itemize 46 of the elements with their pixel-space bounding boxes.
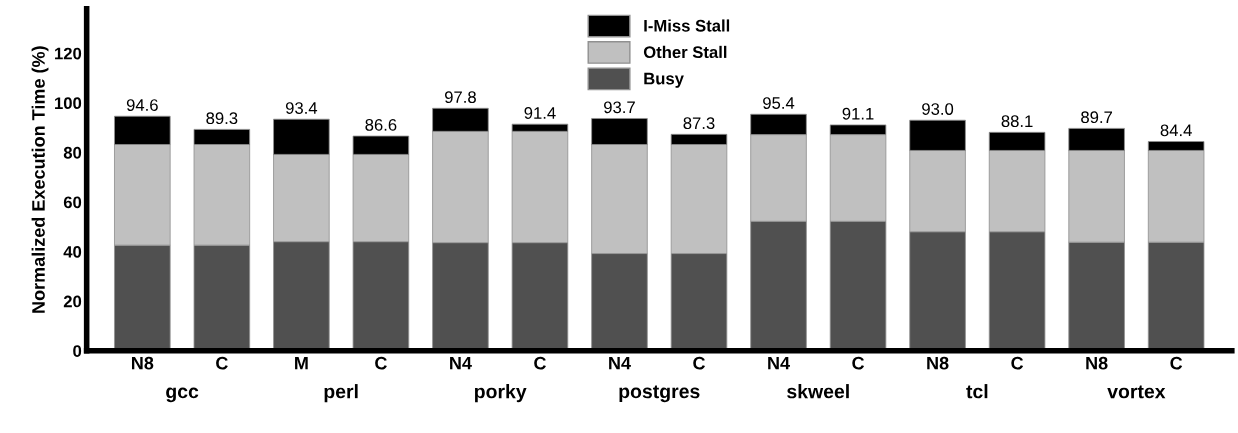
x-tick-label: C [693,356,706,370]
x-tick-label: C [216,356,228,370]
y-tick-label: 20 [63,295,82,308]
text: gcc [166,387,199,403]
total-label: 94.6 [126,99,158,111]
total-label: 84.4 [1160,124,1192,137]
x-tick-label: C [852,356,865,370]
total-label: 95.4 [763,97,795,109]
y-tick-label: 80 [63,146,82,159]
total-label: 87.3 [683,117,715,130]
text: porky [475,384,527,403]
total-label: 89.3 [206,112,238,125]
total-label: 93.0 [922,103,954,115]
x-tick-label: C [1011,356,1024,370]
x-tick-label: N4 [609,356,631,370]
text: postgres [619,385,700,403]
text: perl [324,384,358,403]
x-tick-label: C [375,356,387,370]
y-tick-label: 0 [73,345,82,357]
total-label: 93.4 [285,102,318,114]
legend-label: Other Stall [643,45,727,59]
x-tick-label: N8 [1086,356,1108,370]
x-tick-label: N8 [131,356,154,370]
x-tick-label: C [534,356,546,370]
y-tick-label: 120 [55,47,82,60]
legend-label: I-Miss Stall [644,19,730,32]
total-label: 97.8 [444,91,476,104]
x-tick-label: N4 [450,356,472,370]
x-tick-label: C [1170,356,1183,370]
x-tick-label: N4 [768,356,790,370]
total-label: 93.7 [604,101,635,114]
text: vortex [1107,385,1166,399]
total-label: 91.4 [524,107,556,119]
y-tick-label: 100 [55,97,82,110]
total-label: 91.1 [842,107,874,120]
x-tick-label: M [295,356,308,370]
y-tick-label: 60 [63,196,82,209]
y-tick-label: 40 [63,245,82,258]
x-tick-label: N8 [927,356,949,370]
y-axis-title: Normalized Execution Time (%) [31,46,49,313]
total-label: 86.6 [365,118,397,131]
total-label: 89.7 [1081,111,1112,124]
total-label: 88.1 [1001,115,1033,128]
legend-label: Busy [644,72,684,88]
text: skweel [787,384,849,399]
text: tcl [966,384,988,399]
